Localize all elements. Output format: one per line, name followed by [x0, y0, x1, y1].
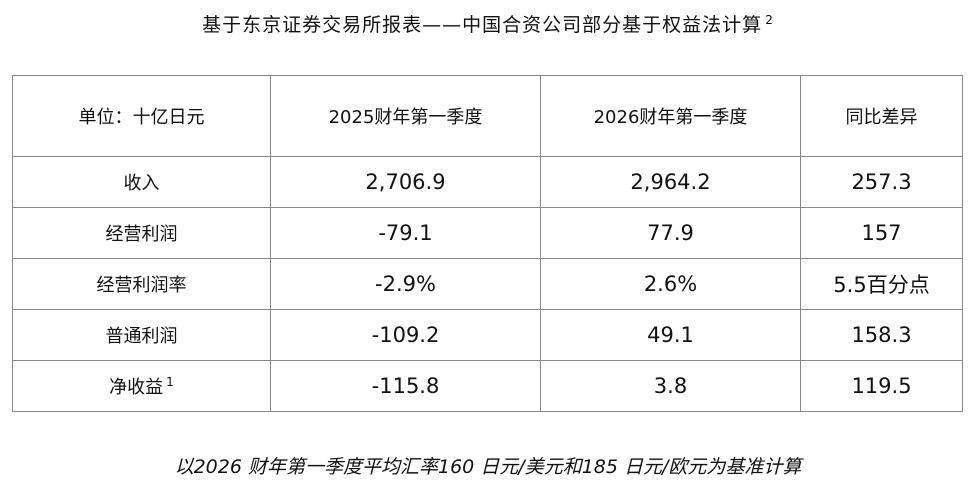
- table-row: 收入 2,706.9 2,964.2 257.3: [12, 156, 963, 208]
- table-cell: 257.3: [800, 156, 963, 208]
- title-text: 基于东京证券交易所报表——中国合资公司部分基于权益法计算: [202, 14, 763, 36]
- table-cell: -79.1: [270, 207, 541, 259]
- table-cell: 119.5: [800, 360, 963, 412]
- table-row: 普通利润 -109.2 49.1 158.3: [12, 309, 963, 361]
- table-row: 净收益 1 -115.8 3.8 119.5: [12, 360, 963, 412]
- table-cell: 158.3: [800, 309, 963, 361]
- table-cell: 157: [800, 207, 963, 259]
- title: 基于东京证券交易所报表——中国合资公司部分基于权益法计算 2: [0, 10, 976, 37]
- table-cell: 2,706.9: [270, 156, 541, 208]
- column-header: 同比差异: [800, 75, 963, 157]
- table-cell: 5.5百分点: [800, 258, 963, 310]
- row-label-note: 1: [166, 375, 174, 389]
- row-label: 普通利润: [12, 309, 271, 361]
- header-row: 单位：十亿日元 2025财年第一季度 2026财年第一季度 同比差异: [12, 75, 963, 157]
- row-label: 经营利润率: [12, 258, 271, 310]
- table-row: 经营利润率 -2.9% 2.6% 5.5百分点: [12, 258, 963, 310]
- row-label-text: 经营利润率: [96, 275, 187, 296]
- column-header: 2026财年第一季度: [540, 75, 801, 157]
- table-cell: 2,964.2: [540, 156, 801, 208]
- column-header: 2025财年第一季度: [270, 75, 541, 157]
- row-label-text: 经营利润: [105, 224, 178, 245]
- table-cell: 2.6%: [540, 258, 801, 310]
- row-label: 收入: [12, 156, 271, 208]
- row-label: 经营利润: [12, 207, 271, 259]
- row-label-text: 收入: [123, 173, 160, 194]
- row-label: 净收益 1: [12, 360, 271, 412]
- table-cell: -115.8: [270, 360, 541, 412]
- table-body: 收入 2,706.9 2,964.2 257.3 经营利润 -79.1 77.9 157 经营利…: [12, 156, 963, 412]
- table-row: 经营利润 -79.1 77.9 157: [12, 207, 963, 259]
- table-cell: -109.2: [270, 309, 541, 361]
- table-cell: 49.1: [540, 309, 801, 361]
- table-cell: 77.9: [540, 207, 801, 259]
- column-header: 单位：十亿日元: [12, 75, 271, 157]
- table-cell: 3.8: [540, 360, 801, 412]
- title-note: 2: [765, 13, 774, 27]
- table-cell: -2.9%: [270, 258, 541, 310]
- results-table: 单位：十亿日元 2025财年第一季度 2026财年第一季度 同比差异 收入 2,706.…: [12, 75, 963, 412]
- row-label-text: 净收益: [109, 377, 164, 398]
- footnote: 以2026 财年第一季度平均汇率160 日元/美元和185 日元/欧元为基准计算: [174, 456, 802, 478]
- row-label-text: 普通利润: [105, 326, 178, 347]
